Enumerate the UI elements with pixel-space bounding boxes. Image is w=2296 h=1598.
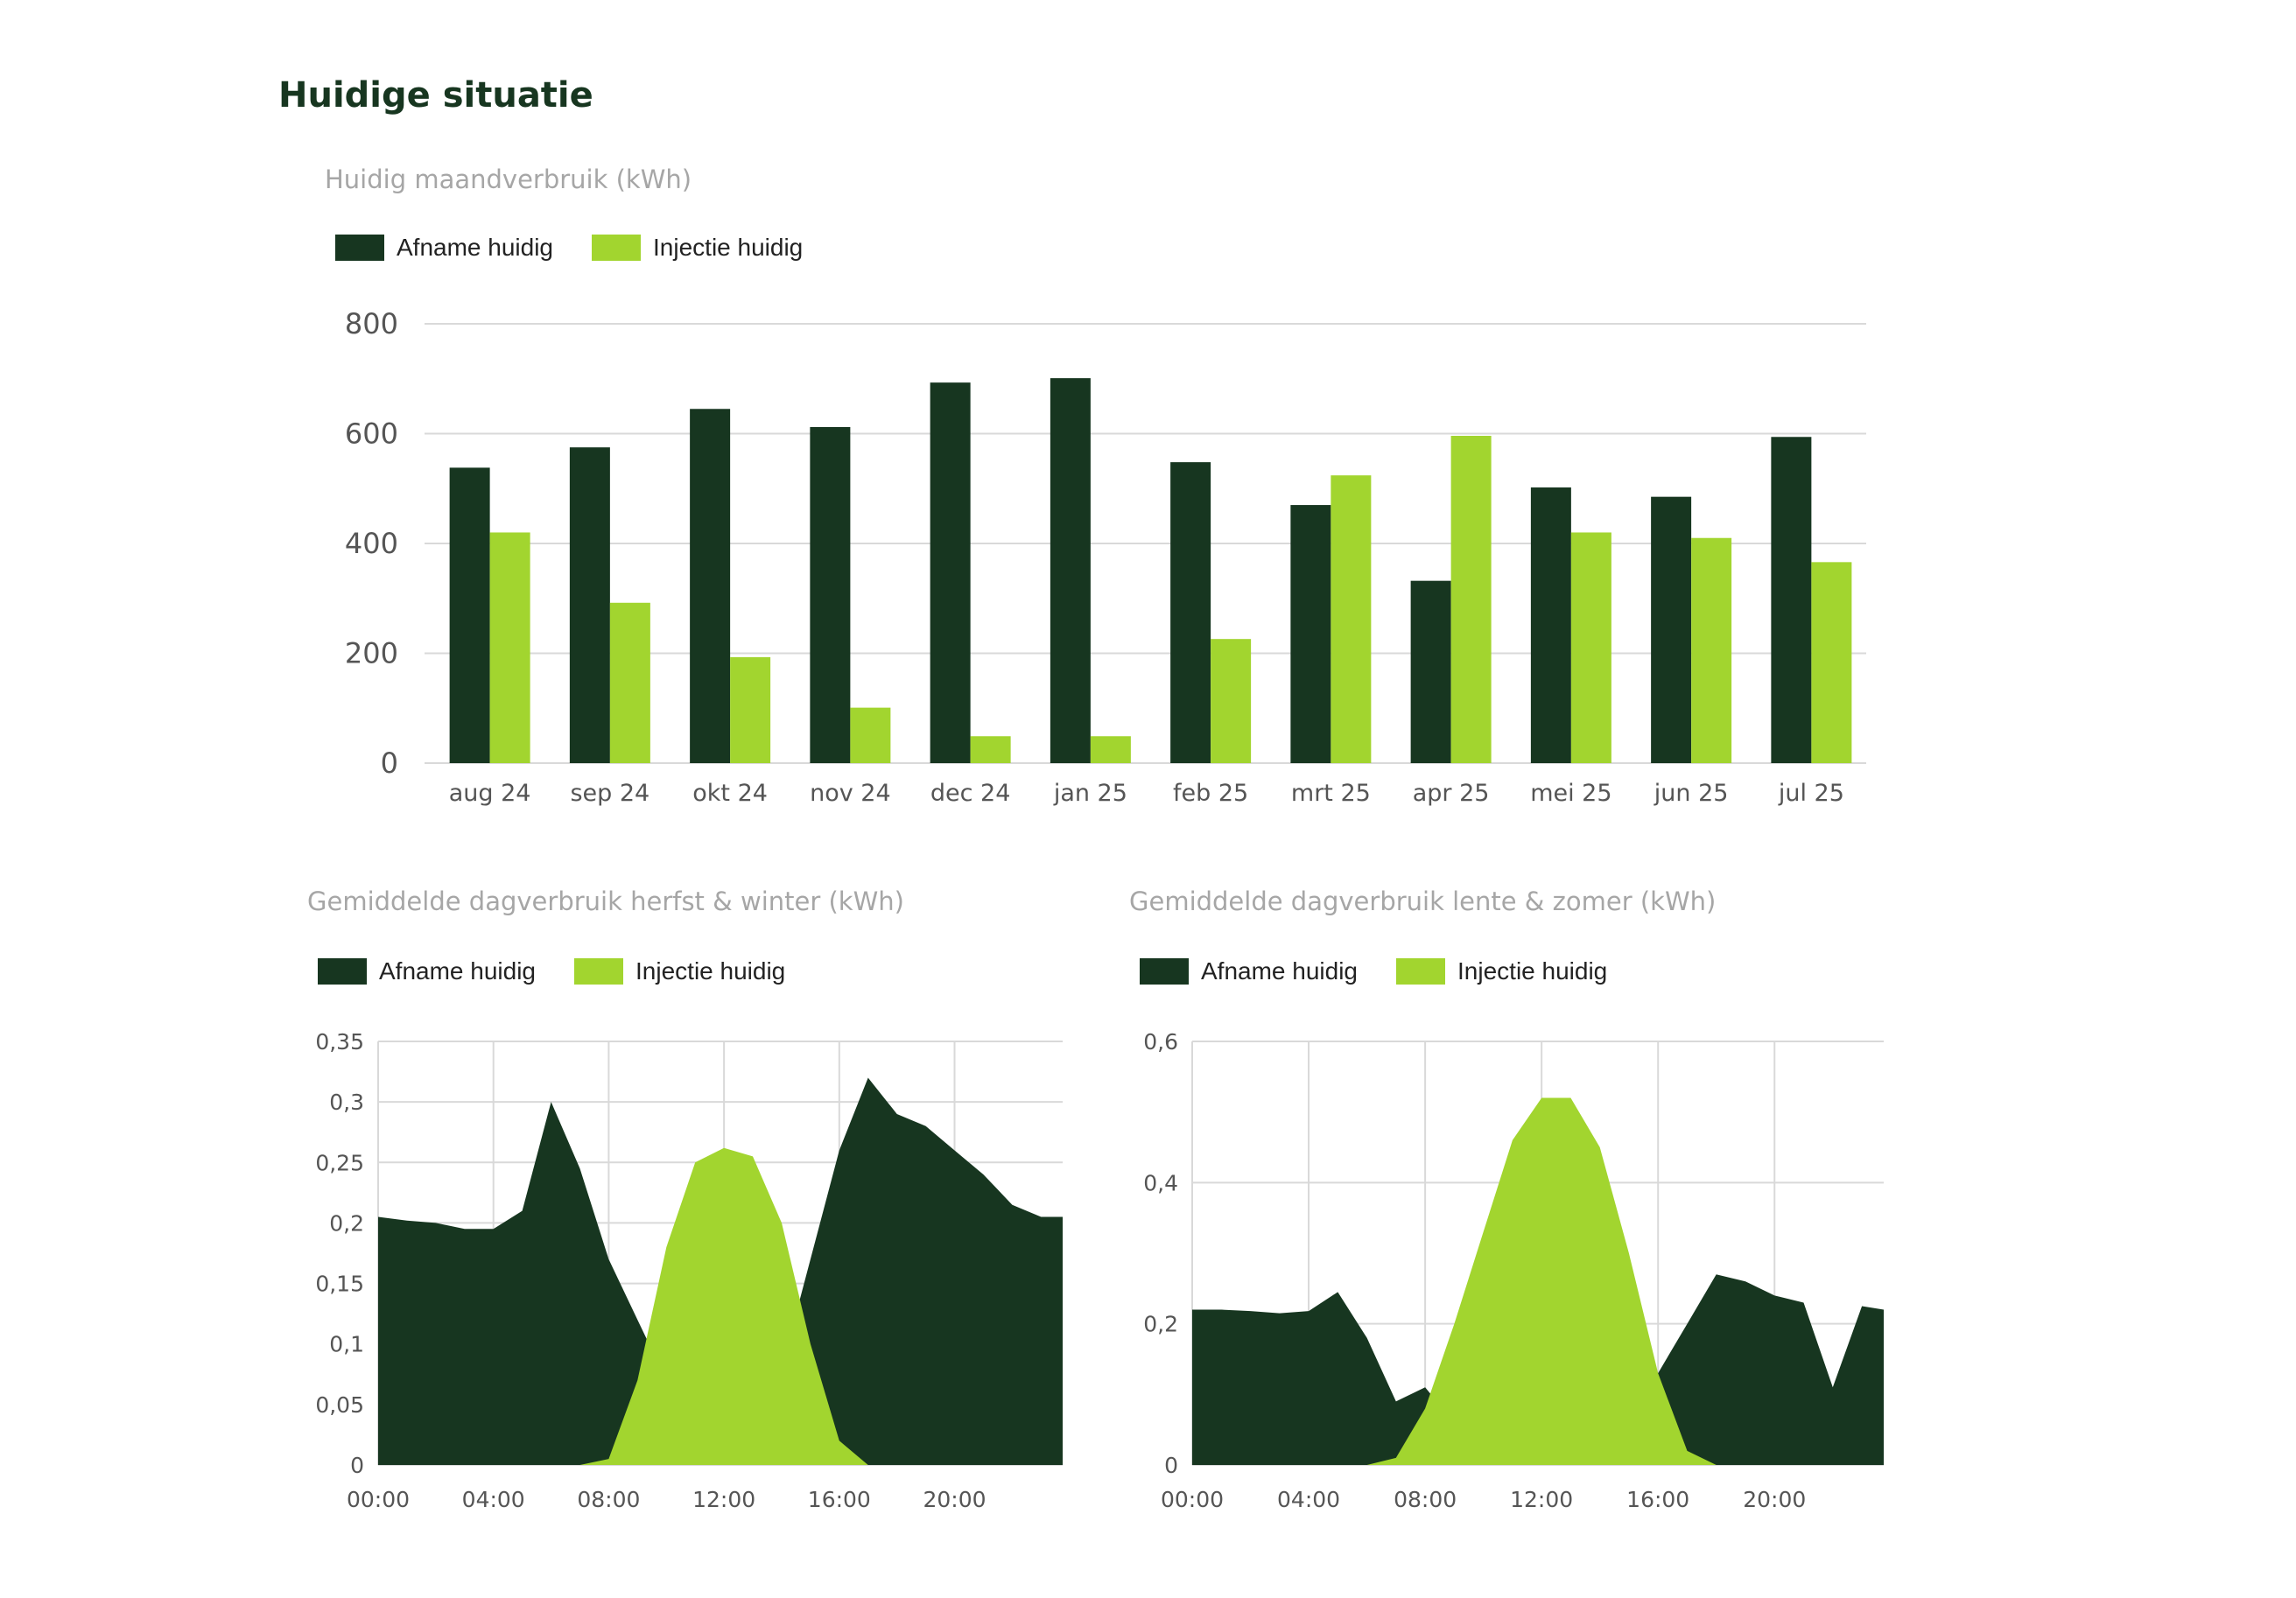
legend-label-afname: Afname huidig [397,234,554,261]
y-tick-label: 0,25 [315,1150,364,1175]
legend-item-injectie: Injectie huidig [1396,957,1607,985]
bar-afname [1530,487,1571,763]
bar-injectie [850,707,891,763]
y-tick-label: 0 [1164,1453,1178,1478]
bar-injectie [1211,639,1252,763]
legend-swatch-afname [318,958,367,985]
x-tick-label: 12:00 [692,1487,755,1512]
y-tick-label: 600 [345,417,398,451]
bar-afname [930,382,971,763]
legend-swatch-afname [1140,958,1189,985]
x-tick-label: 00:00 [347,1487,410,1512]
legend-label-afname: Afname huidig [1201,957,1359,985]
x-tick-label: apr 25 [1413,780,1490,807]
y-tick-label: 0,15 [315,1272,364,1297]
x-tick-label: 04:00 [462,1487,525,1512]
x-tick-label: jun 25 [1654,780,1729,807]
legend-item-injectie: Injectie huidig [574,957,785,985]
x-tick-label: 08:00 [577,1487,640,1512]
x-tick-label: 20:00 [1743,1487,1806,1512]
area-afname [1192,1274,1884,1465]
lente-zomer-chart-title: Gemiddelde dagverbruik lente & zomer (kW… [1129,887,1717,916]
x-tick-label: 00:00 [1161,1487,1224,1512]
lente-zomer-legend: Afname huidig Injectie huidig [1140,957,1646,985]
y-tick-label: 200 [345,637,398,670]
y-tick-label: 0 [381,746,398,780]
legend-item-afname: Afname huidig [318,957,536,985]
bar-injectie [1331,475,1372,763]
x-tick-label: nov 24 [810,780,891,807]
x-tick-label: jul 25 [1778,780,1844,807]
area-afname [378,1077,1063,1465]
bar-injectie [1090,736,1131,763]
legend-item-injectie: Injectie huidig [592,234,803,262]
bar-injectie [1691,537,1732,763]
page-title: Huidige situatie [278,75,593,116]
legend-label-injectie: Injectie huidig [1457,957,1608,985]
x-tick-label: mei 25 [1530,780,1611,807]
y-tick-label: 0,4 [1143,1170,1178,1195]
x-tick-label: mrt 25 [1291,780,1371,807]
x-tick-label: 16:00 [1626,1487,1689,1512]
bar-injectie [1811,562,1852,763]
legend-swatch-injectie [1396,958,1446,985]
bar-afname [449,467,490,763]
bar-afname [1410,580,1451,763]
bar-afname [1651,496,1692,763]
y-tick-label: 0 [350,1453,364,1478]
bar-chart-legend: Afname huidig Injectie huidig [335,234,841,262]
bar-injectie [609,602,650,763]
x-tick-label: 20:00 [923,1487,987,1512]
x-tick-label: sep 24 [570,780,649,807]
x-tick-label: feb 25 [1173,780,1248,807]
legend-swatch-afname [335,235,384,261]
herfst-winter-legend: Afname huidig Injectie huidig [318,957,824,985]
x-tick-label: okt 24 [692,780,768,807]
bar-injectie [1450,436,1492,763]
y-tick-label: 0,6 [1143,1029,1178,1055]
y-tick-label: 0,05 [315,1392,364,1418]
bar-afname [690,409,731,763]
y-tick-label: 0,3 [329,1090,364,1115]
bar-afname [810,426,851,763]
legend-label-afname: Afname huidig [379,957,537,985]
x-tick-label: 12:00 [1510,1487,1573,1512]
bar-chart-title: Huidig maandverbruik (kWh) [325,165,692,194]
legend-item-afname: Afname huidig [1140,957,1358,985]
bar-injectie [970,736,1011,763]
y-tick-label: 0,2 [329,1210,364,1236]
y-tick-label: 800 [345,307,398,340]
x-tick-label: jan 25 [1053,780,1127,807]
bar-afname [1771,437,1812,763]
x-tick-label: 08:00 [1394,1487,1457,1512]
area-injectie [1192,1097,1884,1465]
legend-swatch-injectie [574,958,624,985]
x-tick-label: 16:00 [808,1487,871,1512]
herfst-winter-chart-title: Gemiddelde dagverbruik herfst & winter (… [307,887,904,916]
legend-label-injectie: Injectie huidig [653,234,804,261]
y-tick-label: 400 [345,527,398,560]
x-tick-label: 04:00 [1277,1487,1340,1512]
legend-label-injectie: Injectie huidig [635,957,786,985]
x-tick-label: aug 24 [449,780,531,807]
bar-afname [1050,378,1091,763]
bar-afname [1290,505,1331,763]
bar-afname [569,447,610,763]
y-tick-label: 0,2 [1143,1312,1178,1337]
y-tick-label: 0,35 [315,1029,364,1055]
x-tick-label: dec 24 [930,780,1011,807]
y-tick-label: 0,1 [329,1332,364,1357]
bar-injectie [1570,532,1611,763]
bar-afname [1170,462,1211,763]
bar-injectie [489,532,530,763]
bar-injectie [730,656,771,763]
legend-swatch-injectie [592,235,642,261]
area-injectie [378,1147,1063,1465]
legend-item-afname: Afname huidig [335,234,553,262]
